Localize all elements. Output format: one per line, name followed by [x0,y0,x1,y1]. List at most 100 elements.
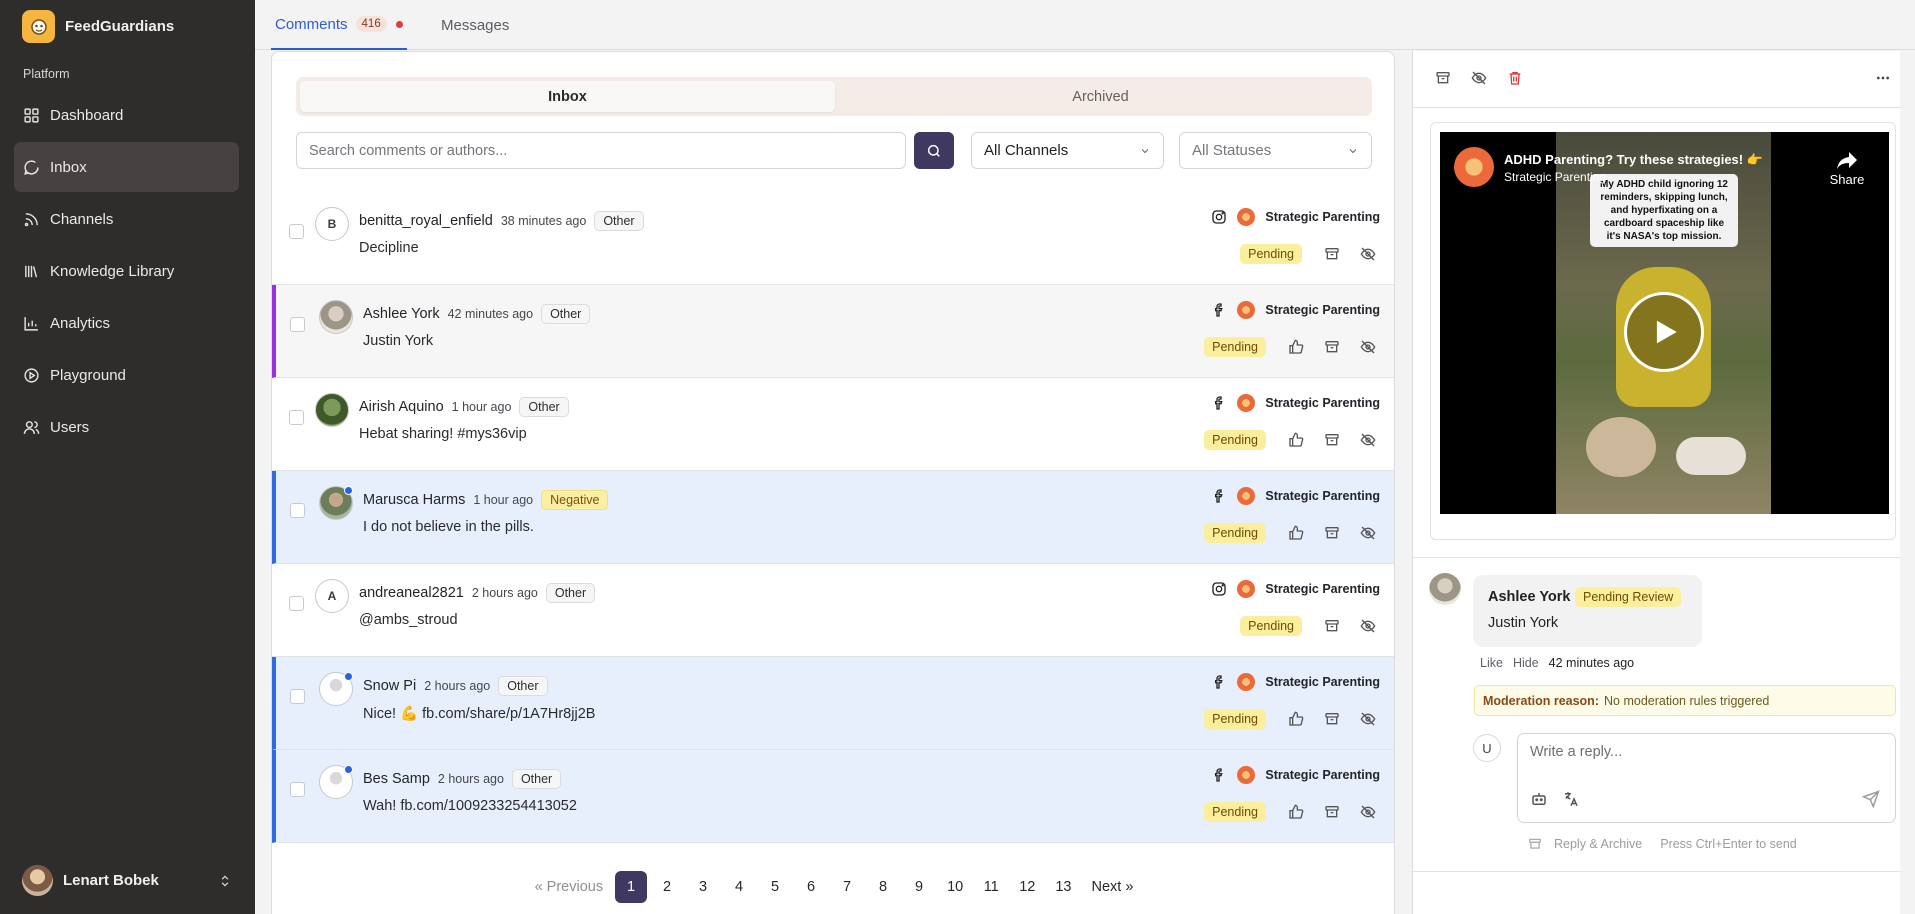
pagination-page[interactable]: 9 [915,879,924,895]
sidebar-item-channels[interactable]: Channels [14,194,239,244]
hide-button[interactable] [1354,333,1382,361]
avatar [319,300,353,334]
comment-row[interactable]: Snow Pi 2 hours ago Other Nice! 💪 fb.com… [272,657,1394,750]
send-hint: Press Ctrl+Enter to send [1660,837,1797,851]
reply-input[interactable] [1530,744,1870,760]
thumbs-up-icon [1289,525,1304,540]
archive-button[interactable] [1318,426,1346,454]
comment-row[interactable]: Ashlee York 42 minutes ago Other Justin … [272,285,1394,378]
inbox-icon [24,159,39,175]
app-logo-icon [22,10,55,43]
sidebar-item-label: Analytics [50,314,111,332]
comments-count-badge: 416 [355,16,387,32]
like-button[interactable] [1282,333,1310,361]
pagination-page[interactable]: 4 [735,879,744,895]
archive-button[interactable] [1318,705,1346,733]
search-input[interactable] [296,132,906,169]
status-filter-select[interactable]: All Statuses [1179,132,1372,169]
translate-icon[interactable] [1562,790,1580,808]
segment-archived[interactable]: Archived [1072,88,1129,105]
thumbs-up-icon [1289,804,1304,819]
analytics-icon [24,316,38,331]
hide-button[interactable] [1354,798,1382,826]
channel-filter-select[interactable]: All Channels [971,132,1164,169]
eye-off-icon [1360,712,1376,726]
comment-author: Marusca Harms [363,492,466,508]
sidebar-item-dashboard[interactable]: Dashboard [14,90,239,140]
like-button[interactable] [1282,426,1310,454]
pagination-page[interactable]: 3 [699,879,708,895]
sidebar-item-playground[interactable]: Playground [14,350,239,400]
tab-messages[interactable]: Messages [441,0,509,50]
sidebar-item-users[interactable]: Users [14,402,239,452]
archive-button[interactable] [1318,519,1346,547]
pagination-page[interactable]: 5 [771,879,780,895]
more-options-button[interactable] [1873,68,1893,88]
pagination-next[interactable]: Next » [1091,879,1134,895]
sidebar-item-inbox[interactable]: Inbox [14,142,239,192]
comment-text: Justin York [363,333,434,349]
bot-icon[interactable] [1530,790,1548,808]
pagination-page[interactable]: 8 [879,879,888,895]
comment-row[interactable]: B benitta_royal_enfield 38 minutes ago O… [272,192,1394,285]
comment-row[interactable]: Bes Samp 2 hours ago Other Wah! fb.com/1… [272,750,1394,843]
segment-inbox[interactable]: Inbox [300,81,835,112]
delete-button[interactable] [1505,68,1525,88]
archive-button[interactable] [1433,68,1453,88]
search-button[interactable] [914,132,954,169]
comment-time: 1 hour ago [473,493,534,507]
row-checkbox[interactable] [290,782,305,797]
archive-button[interactable] [1318,798,1346,826]
archive-button[interactable] [1318,240,1346,268]
channels-icon [24,212,38,226]
hide-button[interactable] [1354,612,1382,640]
comment-row[interactable]: A andreaneal2821 2 hours ago Other @ambs… [272,564,1394,657]
video-player[interactable]: My ADHD child ignoring 12 reminders, ski… [1440,132,1889,514]
pagination-previous[interactable]: « Previous [534,879,604,895]
pagination-page[interactable]: 11 [983,879,999,895]
comment-row[interactable]: Airish Aquino 1 hour ago Other Hebat sha… [272,378,1394,471]
play-icon [1656,320,1677,344]
online-indicator [344,486,353,495]
hide-button[interactable] [1469,68,1489,88]
archive-button[interactable] [1318,333,1346,361]
brand[interactable]: FeedGuardians [22,10,174,43]
tab-comments[interactable]: Comments 416 [271,0,407,50]
pagination-page[interactable]: 1 [615,871,648,903]
hide-button[interactable] [1354,705,1382,733]
row-checkbox[interactable] [289,596,304,611]
archive-button[interactable] [1318,612,1346,640]
row-checkbox[interactable] [290,317,305,332]
send-icon[interactable] [1862,790,1880,808]
share-button[interactable]: Share [1823,148,1871,187]
pagination-page[interactable]: 2 [663,879,672,895]
page-logo-icon [1237,487,1256,505]
hide-button[interactable] [1354,426,1382,454]
chevrons-up-down-icon [221,875,229,886]
row-checkbox[interactable] [289,410,304,425]
row-checkbox[interactable] [290,689,305,704]
sentiment-tag: Other [519,397,569,417]
play-button[interactable] [1624,292,1704,372]
user-menu[interactable]: Lenart Bobek [22,865,232,896]
hide-button[interactable] [1354,240,1382,268]
like-button[interactable] [1282,519,1310,547]
sidebar-item-knowledge-library[interactable]: Knowledge Library [14,246,239,296]
pagination-page[interactable]: 12 [1019,879,1036,895]
sidebar-item-analytics[interactable]: Analytics [14,298,239,348]
like-button[interactable] [1282,705,1310,733]
like-button[interactable] [1282,798,1310,826]
pagination-page[interactable]: 7 [843,879,852,895]
comment-row[interactable]: Marusca Harms 1 hour ago Negative I do n… [272,471,1394,564]
pagination-page[interactable]: 13 [1055,879,1072,895]
pagination-page[interactable]: 6 [807,879,816,895]
row-checkbox[interactable] [290,503,305,518]
eye-off-icon [1360,340,1376,354]
like-link[interactable]: Like [1480,656,1503,670]
dashboard-icon [24,107,39,123]
hide-link[interactable]: Hide [1512,656,1539,670]
hide-button[interactable] [1354,519,1382,547]
row-checkbox[interactable] [289,224,304,239]
pagination-page[interactable]: 10 [947,879,964,895]
reply-archive-button[interactable]: Reply & Archive [1554,837,1643,851]
